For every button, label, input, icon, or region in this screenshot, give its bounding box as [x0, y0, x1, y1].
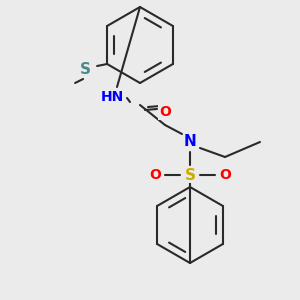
Text: S: S [80, 61, 91, 76]
Text: O: O [159, 105, 171, 119]
Text: O: O [219, 168, 231, 182]
Text: S: S [184, 167, 196, 182]
Text: HN: HN [100, 90, 124, 104]
Text: O: O [149, 168, 161, 182]
Text: N: N [184, 134, 196, 149]
